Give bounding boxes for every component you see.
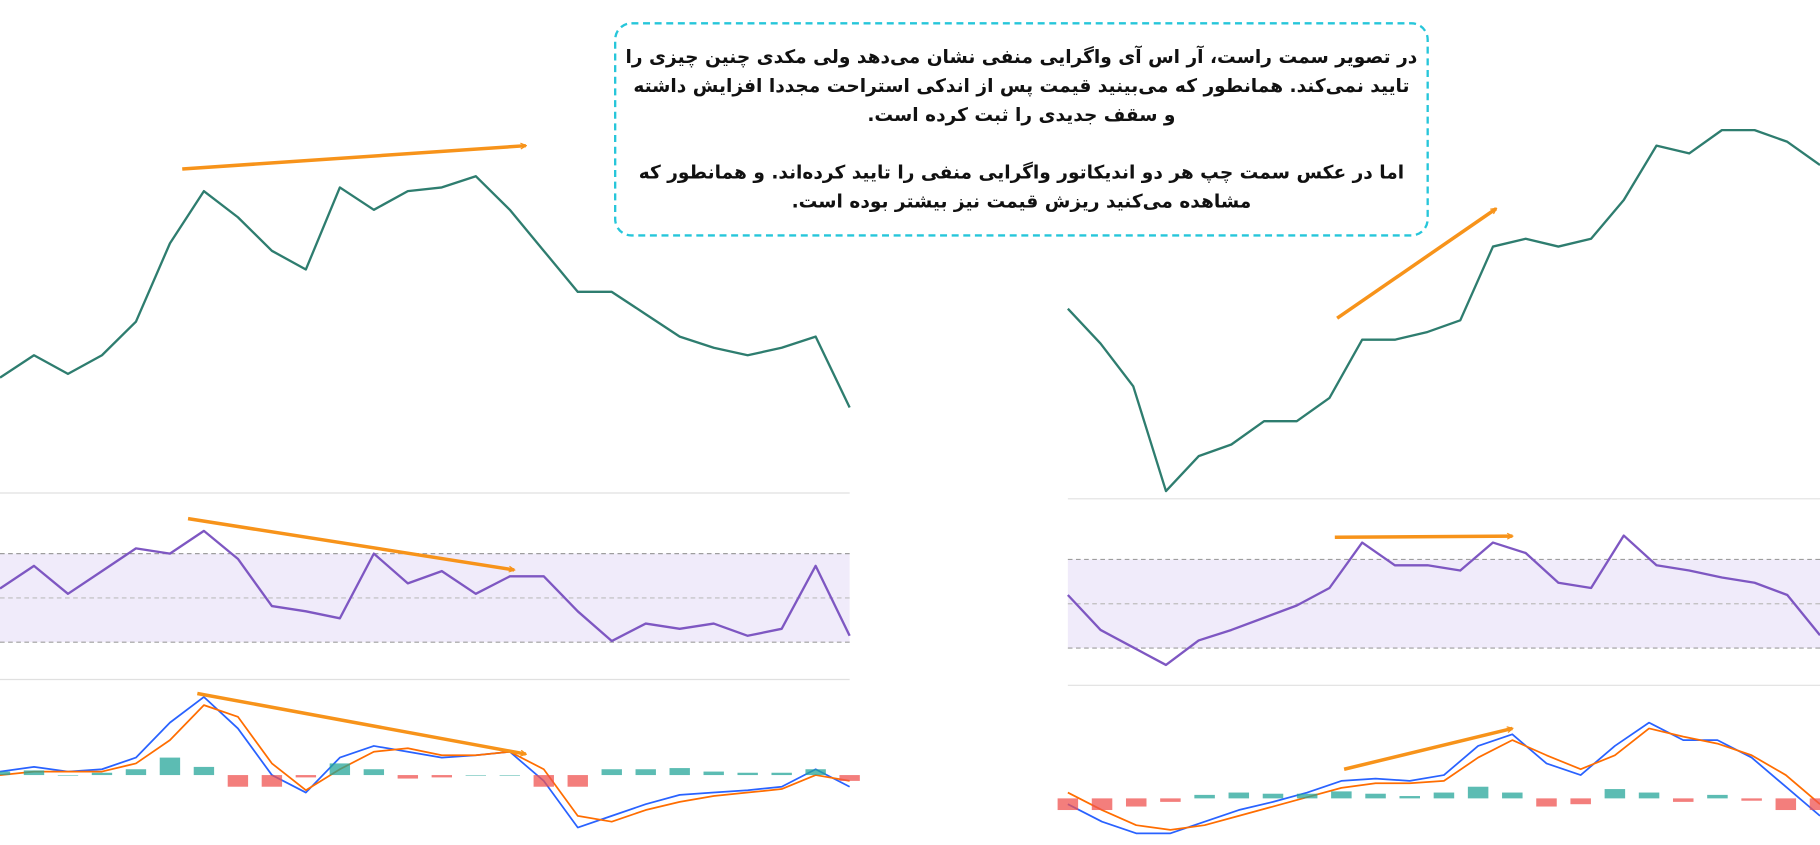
histogram-bar [1296,793,1318,799]
histogram-bar [1741,798,1762,801]
histogram-bar [57,775,79,776]
histogram-bar [1775,798,1797,811]
histogram-bar [1536,798,1557,807]
histogram-bar [703,771,724,776]
histogram-bar [737,772,758,776]
histogram-bar [0,771,11,776]
histogram-bar [159,757,181,776]
arrows [182,146,1513,771]
line-series [1067,534,1820,667]
histogram-bar [193,766,215,776]
histogram-bar [465,775,486,776]
histogram-bar [125,769,147,776]
histogram-bar [1057,798,1079,811]
arrow [1334,536,1513,537]
histogram-bar [839,775,860,781]
histogram-bar [1672,798,1694,802]
histogram-bar [601,769,622,776]
histogram-bar [1502,792,1523,799]
histogram-bar [1433,792,1455,799]
line-series [1067,727,1820,831]
histogram-bar [499,775,520,776]
note-line: اما در عکس سمت چپ هر دو اندیکاتور واگرای… [639,161,1404,183]
histogram-bar [23,770,45,776]
line-series [1067,128,1820,493]
arrow [182,146,526,171]
histogram-bar [1091,798,1113,811]
note-box [614,22,1429,237]
line-series [0,696,851,829]
note-line: در تصویر سمت راست، آر اس آی واگرایی منفی… [626,45,1418,68]
histogram-bar [1160,798,1181,802]
plots [0,128,1820,835]
line-series [0,529,851,643]
histogram-bar [295,775,317,778]
note-line: و سقف جدیدی را ثبت کرده است. [867,105,1175,126]
line-series [0,175,851,408]
arrow [187,516,514,570]
histogram-bar [397,775,419,779]
note-line: تایید نمی‌کند. همانطور که می‌بینید قیمت … [633,76,1409,97]
histogram-bar [363,769,385,776]
histogram-bar [635,769,656,776]
histogram-bar [533,775,554,787]
histogram-bar [1809,798,1820,811]
histogram-bar [1125,798,1147,807]
histogram-bar [1194,794,1215,799]
arrow [1336,207,1496,320]
note-line: مشاهده می‌کنید ریزش قیمت نیز بیشتر بوده … [792,191,1252,212]
histogram-bar [1570,798,1591,805]
arrow [197,691,525,754]
histogram-bar [329,763,351,776]
histogram-bar [227,775,249,787]
histogram-bar [1707,794,1728,799]
histogram-bar [567,775,588,787]
histogram-bar [669,768,690,776]
histogram-bar [1262,793,1284,799]
histogram-bar [1331,791,1352,799]
histogram-bar [1467,786,1489,799]
histogram-bar [1365,793,1386,799]
line-series [0,704,850,823]
line-series [1067,721,1820,835]
histogram-bar [261,775,283,787]
histogram-bar [1638,792,1660,799]
histogram-bar [1399,796,1420,799]
histogram-bar [1604,789,1626,799]
histogram-bar [771,772,792,776]
arrow [1343,728,1512,771]
histogram-bar [431,775,453,778]
histogram-bar [91,772,113,776]
histogram-bar [805,769,826,776]
histogram-bar [1228,792,1250,799]
